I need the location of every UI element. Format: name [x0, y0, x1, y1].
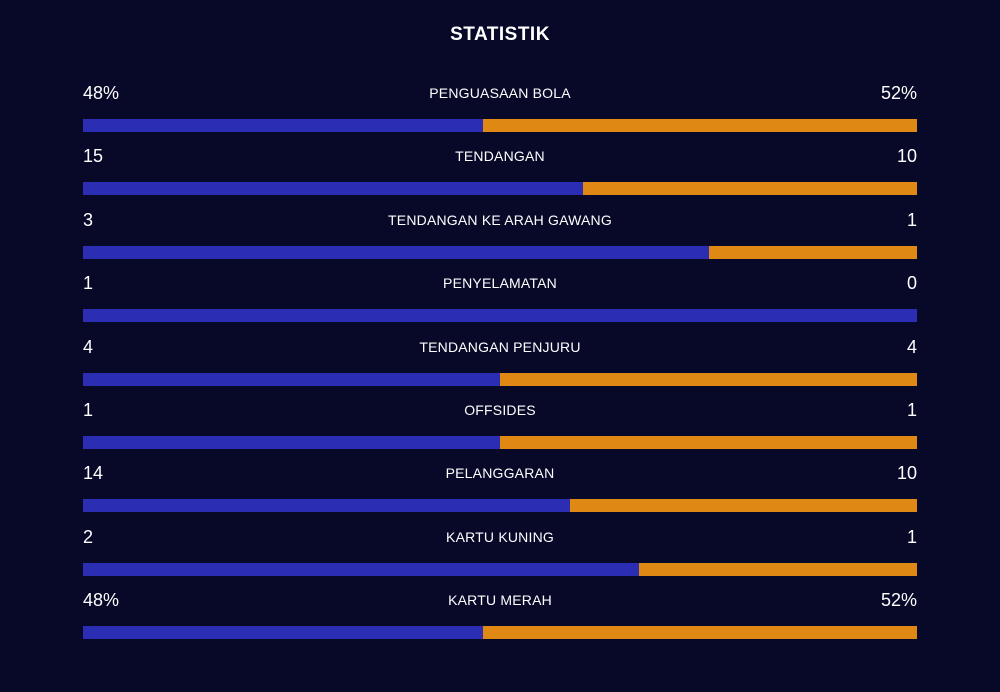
stat-bar: [83, 499, 917, 513]
stat-label: PENGUASAAN BOLA: [429, 85, 571, 101]
stat-bar: [83, 562, 917, 576]
away-value: 1: [906, 526, 917, 547]
away-value: 10: [896, 146, 917, 167]
stat-label: PENYELAMATAN: [443, 275, 557, 292]
home-bar-segment: [83, 119, 484, 132]
away-value: 4: [906, 336, 917, 357]
home-bar-segment: [83, 562, 639, 576]
stat-label: KARTU KUNING: [446, 528, 554, 545]
stat-head: 2 KARTU KUNING 1: [83, 524, 917, 550]
away-bar-segment: [500, 372, 917, 386]
stat-bar: [83, 435, 917, 449]
stat-label: TENDANGAN: [455, 148, 545, 165]
home-value: 3: [83, 209, 94, 230]
home-bar-segment: [83, 372, 500, 386]
home-bar-segment: [83, 626, 484, 640]
stat-row: 1 PENYELAMATAN 0: [83, 270, 917, 333]
home-value: 48%: [83, 590, 120, 611]
stat-row: 4 TENDANGAN PENJURU 4: [83, 334, 917, 397]
stat-head: 3 TENDANGAN KE ARAH GAWANG 1: [83, 207, 917, 233]
stat-bar: [83, 245, 917, 259]
away-value: 52%: [880, 590, 917, 611]
stat-row: 2 KARTU KUNING 1: [83, 524, 917, 587]
home-bar-segment: [83, 182, 584, 196]
away-bar-segment: [583, 182, 917, 196]
stat-label: KARTU MERAH: [448, 592, 552, 609]
home-bar-segment: [83, 309, 917, 323]
stats-list: 48% PENGUASAAN BOLA 52% 15 TENDANGAN 10 3 TENDA…: [83, 80, 917, 651]
home-value: 14: [83, 463, 104, 484]
away-value: 10: [896, 463, 917, 484]
stat-row: 14 PELANGGARAN 10: [83, 460, 917, 523]
stat-head: 48% PENGUASAAN BOLA 52%: [83, 80, 917, 106]
stat-head: 48% KARTU MERAH 52%: [83, 587, 917, 613]
stat-row: 3 TENDANGAN KE ARAH GAWANG 1: [83, 207, 917, 270]
stat-head: 1 OFFSIDES 1: [83, 397, 917, 423]
home-value: 48%: [83, 83, 120, 103]
stat-label: TENDANGAN KE ARAH GAWANG: [388, 211, 612, 228]
stat-bar: [83, 182, 917, 196]
home-bar-segment: [83, 499, 570, 513]
away-bar-segment: [500, 435, 917, 449]
stat-head: 14 PELANGGARAN 10: [83, 460, 917, 486]
stat-label: OFFSIDES: [464, 401, 536, 418]
home-bar-segment: [83, 245, 709, 259]
stat-head: 15 TENDANGAN 10: [83, 143, 917, 169]
stat-bar: [83, 309, 917, 323]
home-value: 1: [83, 399, 94, 420]
stat-row: 1 OFFSIDES 1: [83, 397, 917, 460]
stats-title: STATISTIK: [450, 24, 550, 45]
away-value: 1: [906, 209, 917, 230]
stat-label: TENDANGAN PENJURU: [419, 338, 581, 355]
stat-label: PELANGGARAN: [445, 465, 555, 482]
stat-bar: [83, 119, 917, 132]
home-value: 15: [83, 146, 104, 167]
stat-row: 48% PENGUASAAN BOLA 52%: [83, 80, 917, 143]
stat-head: 4 TENDANGAN PENJURU 4: [83, 334, 917, 360]
home-value: 2: [83, 526, 94, 547]
stat-row: 48% KARTU MERAH 52%: [83, 587, 917, 650]
away-bar-segment: [483, 626, 917, 640]
stat-head: 1 PENYELAMATAN 0: [83, 270, 917, 296]
stat-bar: [83, 626, 917, 640]
away-bar-segment: [638, 562, 917, 576]
away-value: 52%: [880, 83, 917, 103]
home-bar-segment: [83, 435, 500, 449]
away-value: 1: [906, 399, 917, 420]
stat-bar: [83, 372, 917, 386]
away-value: 0: [906, 273, 917, 294]
away-bar-segment: [708, 245, 917, 259]
home-value: 4: [83, 336, 94, 357]
stat-row: 15 TENDANGAN 10: [83, 143, 917, 206]
home-value: 1: [83, 273, 94, 294]
away-bar-segment: [483, 119, 917, 132]
away-bar-segment: [569, 499, 917, 513]
